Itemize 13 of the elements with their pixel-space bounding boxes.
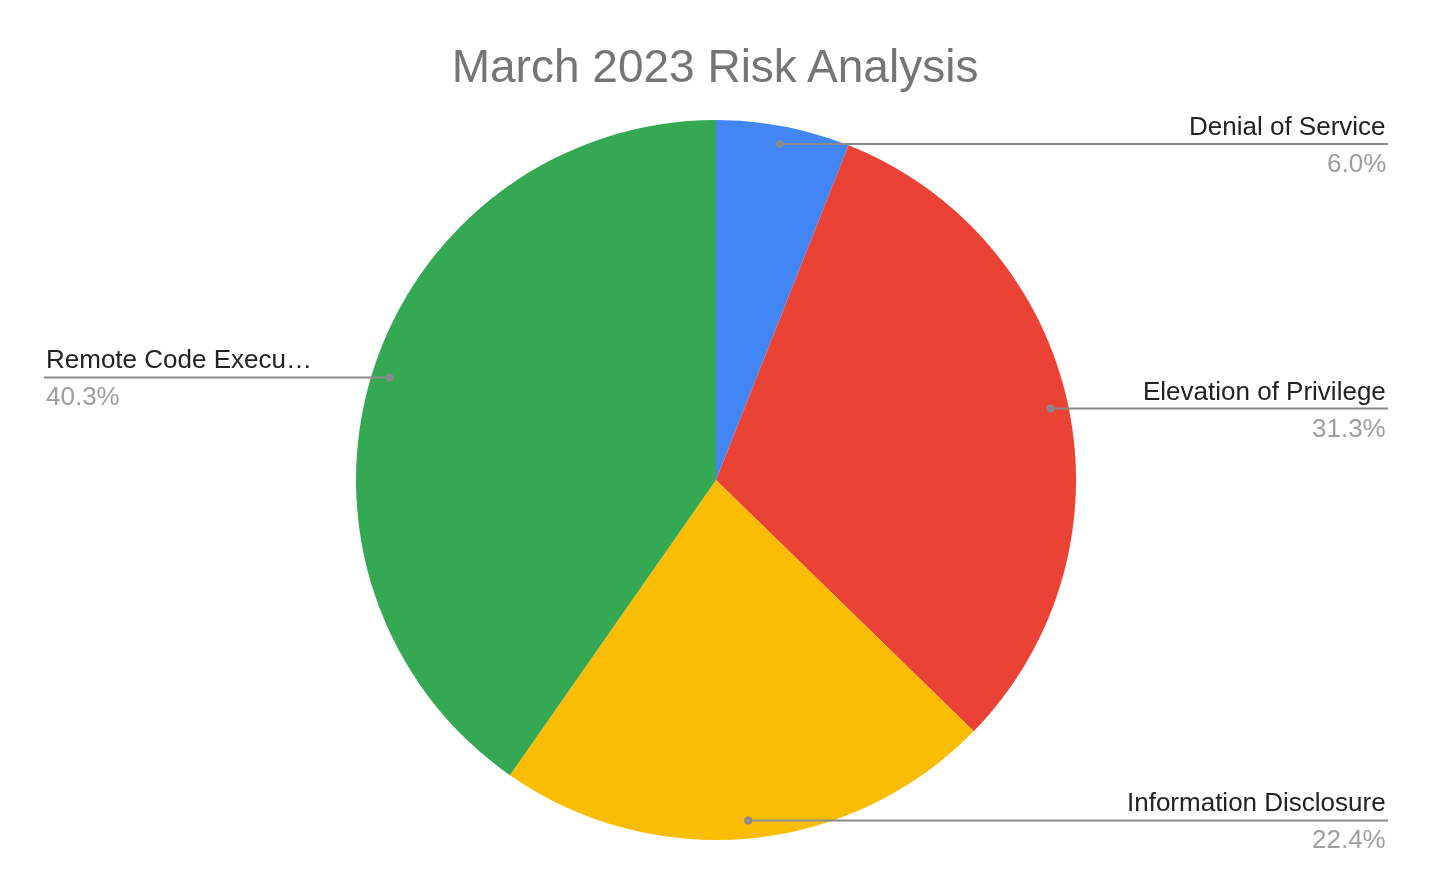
- pie-slice: [716, 145, 1076, 732]
- slice-label: Elevation of Privilege: [1143, 376, 1386, 406]
- pie-slice: [509, 480, 974, 840]
- chart-title: March 2023 Risk Analysis: [451, 40, 979, 93]
- data-label: 40.3%: [46, 381, 120, 411]
- data-label: 31.3%: [1312, 413, 1386, 443]
- pie-slice: [716, 120, 849, 480]
- slice-label: Remote Code Execu…: [46, 344, 312, 374]
- pie-slice: [356, 120, 716, 776]
- slice-label: Denial of Service: [1189, 111, 1386, 141]
- data-label: 6.0%: [1327, 148, 1387, 178]
- slice-label: Information Disclosure: [1127, 787, 1386, 817]
- data-label: 22.4%: [1312, 824, 1386, 854]
